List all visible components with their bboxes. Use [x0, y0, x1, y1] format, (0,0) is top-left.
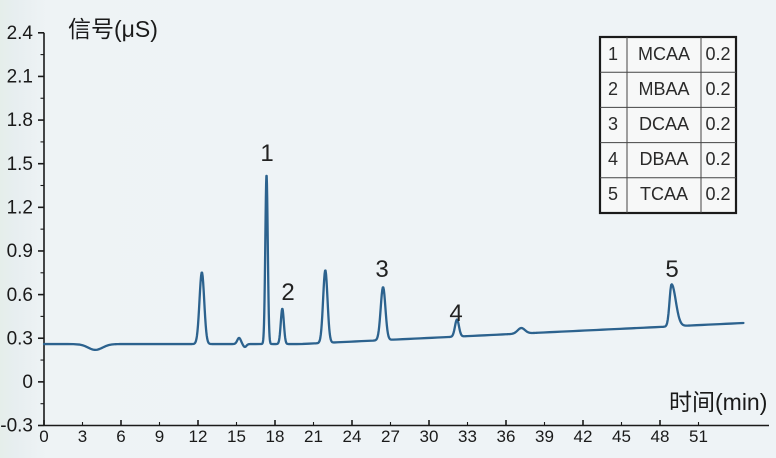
svg-text:0.2: 0.2 [705, 149, 730, 169]
svg-text:2: 2 [281, 279, 294, 306]
svg-text:33: 33 [458, 427, 477, 446]
svg-text:21: 21 [304, 427, 323, 446]
svg-text:0.2: 0.2 [705, 79, 730, 99]
svg-text:-0.3: -0.3 [0, 416, 33, 437]
svg-text:DBAA: DBAA [639, 149, 688, 169]
svg-text:15: 15 [227, 427, 246, 446]
svg-text:时间(min): 时间(min) [669, 389, 767, 415]
svg-text:1.2: 1.2 [7, 198, 33, 219]
svg-text:MBAA: MBAA [638, 79, 689, 99]
svg-text:42: 42 [574, 427, 593, 446]
svg-text:45: 45 [612, 427, 631, 446]
svg-text:TCAA: TCAA [640, 184, 688, 204]
svg-text:DCAA: DCAA [639, 114, 689, 134]
svg-text:48: 48 [651, 427, 670, 446]
svg-text:1: 1 [260, 140, 273, 167]
svg-text:2.4: 2.4 [7, 23, 34, 44]
svg-text:39: 39 [535, 427, 554, 446]
svg-text:0.3: 0.3 [7, 328, 33, 349]
svg-text:0.6: 0.6 [7, 285, 33, 306]
svg-text:30: 30 [420, 427, 439, 446]
svg-text:1.8: 1.8 [7, 110, 33, 131]
svg-text:0: 0 [39, 427, 48, 446]
svg-text:0.2: 0.2 [705, 44, 730, 64]
svg-text:3: 3 [375, 256, 388, 283]
svg-text:27: 27 [381, 427, 400, 446]
svg-text:9: 9 [155, 427, 164, 446]
svg-text:信号(μS): 信号(μS) [68, 16, 158, 42]
svg-text:0.9: 0.9 [7, 241, 33, 262]
svg-text:1.5: 1.5 [7, 154, 33, 175]
svg-text:5: 5 [665, 256, 678, 283]
svg-text:0.2: 0.2 [705, 184, 730, 204]
svg-text:3: 3 [608, 114, 618, 134]
svg-text:0.2: 0.2 [705, 114, 730, 134]
svg-text:3: 3 [78, 427, 87, 446]
svg-text:4: 4 [608, 149, 618, 169]
svg-text:4: 4 [449, 300, 462, 327]
svg-text:0: 0 [22, 372, 33, 393]
svg-text:2: 2 [608, 79, 618, 99]
svg-text:6: 6 [116, 427, 125, 446]
svg-text:36: 36 [497, 427, 516, 446]
svg-text:MCAA: MCAA [638, 44, 690, 64]
svg-text:5: 5 [608, 184, 618, 204]
svg-text:24: 24 [343, 427, 362, 446]
svg-text:12: 12 [189, 427, 208, 446]
svg-text:51: 51 [689, 427, 708, 446]
svg-text:2.1: 2.1 [7, 67, 33, 88]
svg-text:1: 1 [608, 44, 618, 64]
svg-text:18: 18 [266, 427, 285, 446]
